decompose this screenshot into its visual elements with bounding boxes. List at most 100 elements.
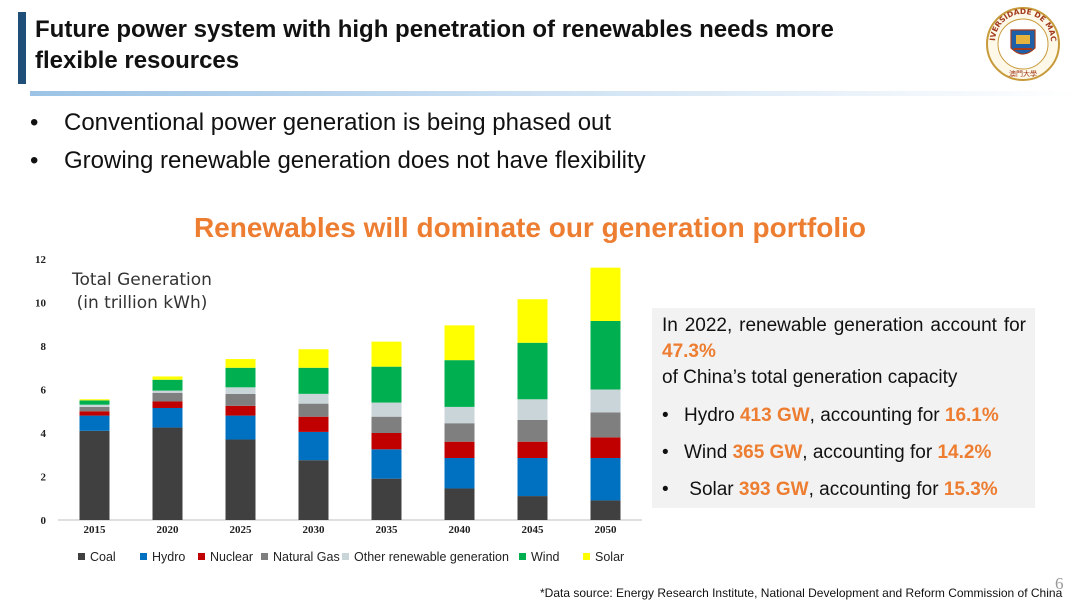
bullet-item: • Conventional power generation is being … — [30, 106, 646, 144]
bar-segment-other-renewable-generation — [517, 399, 548, 420]
bar-segment-coal — [152, 427, 183, 520]
bar-segment-nuclear — [371, 433, 402, 450]
bar-segment-hydro — [444, 458, 475, 489]
y-tick-label: 10 — [35, 298, 47, 310]
callout-bullet: • — [662, 405, 669, 426]
y-tick-label: 12 — [35, 254, 47, 266]
callout-item-name: Solar — [689, 479, 734, 500]
x-tick-label: 2015 — [84, 524, 107, 536]
bar-segment-other-renewable-generation — [444, 406, 475, 424]
y-tick-label: 0 — [41, 515, 47, 527]
callout-intro-before: In 2022, renewable generation account fo… — [662, 315, 1026, 336]
legend-swatch — [78, 553, 85, 560]
bar-segment-other-renewable-generation — [225, 387, 256, 394]
bar-segment-solar — [225, 359, 256, 368]
bar-segment-coal — [79, 430, 110, 520]
x-tick-label: 2020 — [157, 524, 180, 536]
legend-swatch — [342, 553, 349, 560]
university-logo: UNIVERSIDADE DE MACAU 澳門大學 — [984, 2, 1060, 81]
bar-segment-natural-gas — [590, 412, 621, 438]
callout-item-solar: • Solar 393 GW, accounting for 15.3% — [662, 477, 1026, 514]
callout-item-share: 15.3% — [943, 479, 998, 500]
bar-segment-solar — [79, 399, 110, 401]
bar-segment-natural-gas — [225, 393, 256, 406]
callout-item-wind: • Wind 365 GW, accounting for 14.2% — [662, 440, 1026, 477]
bar-segment-nuclear — [225, 405, 256, 416]
bar-segment-coal — [517, 496, 548, 520]
bar-segment-solar — [444, 325, 475, 361]
stacked-bar-chart: 0 2 4 6 8 10 12 2015 2020 2025 2030 2035 2040 2045 205… — [35, 254, 642, 564]
y-tick-label: 6 — [41, 385, 47, 397]
bar-segment-wind — [517, 342, 548, 400]
bar-segment-wind — [590, 320, 621, 390]
legend-swatch — [519, 553, 526, 560]
bar-segment-solar — [517, 299, 548, 343]
slide-title-line2: flexible resources — [35, 47, 240, 74]
callout-item-capacity: 413 GW — [739, 405, 810, 426]
bar-segment-natural-gas — [444, 423, 475, 442]
bar-segment-natural-gas — [371, 416, 402, 433]
callout-item-middle: , accounting for — [809, 405, 945, 426]
x-tick-label: 2025 — [230, 524, 253, 536]
bullet-item: • Growing renewable generation does not h… — [30, 144, 646, 182]
bar-segment-nuclear — [152, 401, 183, 408]
y-tick-label: 8 — [41, 341, 47, 353]
callout-item-middle: , accounting for — [802, 442, 938, 463]
legend-label: Wind — [531, 550, 560, 564]
callout-renewable-share: 47.3% — [662, 341, 716, 362]
bar-segment-coal — [225, 439, 256, 520]
x-tick-label: 2030 — [303, 524, 326, 536]
callout-bullet: • — [662, 479, 669, 500]
callout-item-capacity: 393 GW — [738, 479, 809, 500]
legend-label: Solar — [595, 550, 624, 564]
callout-item-share: 16.1% — [944, 405, 999, 426]
capacity-callout: In 2022, renewable generation account fo… — [652, 308, 1035, 508]
legend-swatch — [583, 553, 590, 560]
callout-item-capacity: 365 GW — [732, 442, 803, 463]
bar-segment-coal — [590, 500, 621, 520]
callout-item-share: 14.2% — [937, 442, 992, 463]
bar-segment-natural-gas — [298, 403, 329, 417]
slide-title-line1: Future power system with high penetratio… — [35, 16, 834, 43]
bullet-list: • Conventional power generation is being … — [30, 106, 646, 182]
logo-chinese-text: 澳門大學 — [1009, 69, 1037, 78]
callout-item-hydro: • Hydro 413 GW, accounting for 16.1% — [662, 403, 1026, 440]
callout-intro-tail: of China’s total generation capacity — [662, 365, 1026, 391]
bar-segment-hydro — [298, 431, 329, 461]
legend-label: Other renewable generation — [354, 550, 509, 564]
bar-segment-other-renewable-generation — [371, 402, 402, 417]
bar-segment-wind — [444, 360, 475, 407]
legend-swatch — [198, 553, 205, 560]
bar-segment-hydro — [590, 458, 621, 501]
legend-swatch — [140, 553, 147, 560]
bar-segment-nuclear — [444, 441, 475, 459]
bar-segment-wind — [152, 379, 183, 391]
bar-segment-natural-gas — [79, 406, 110, 412]
bar-segment-hydro — [517, 458, 548, 497]
x-tick-label: 2045 — [522, 524, 545, 536]
bar-segment-nuclear — [298, 416, 329, 432]
chart-inner-label-line1: Total Generation — [71, 270, 212, 290]
bar-segment-nuclear — [79, 411, 110, 416]
callout-item-middle: , accounting for — [808, 479, 944, 500]
header-divider — [30, 91, 1080, 96]
legend-label: Natural Gas — [273, 550, 340, 564]
callout-intro-after: of China’s total generation capacity — [662, 367, 958, 388]
bullet-dot: • — [30, 147, 39, 174]
legend-label: Hydro — [152, 550, 185, 564]
bar-segment-wind — [371, 366, 402, 403]
x-tick-label: 2050 — [595, 524, 618, 536]
legend-swatch — [261, 553, 268, 560]
y-tick-label: 4 — [41, 428, 47, 440]
callout-item-name: Hydro — [684, 405, 735, 426]
bar-segment-wind — [225, 367, 256, 388]
bar-segment-solar — [298, 349, 329, 368]
bar-segment-coal — [371, 478, 402, 520]
y-tick-label: 2 — [41, 472, 47, 484]
bar-segment-other-renewable-generation — [79, 404, 110, 407]
bar-segment-other-renewable-generation — [152, 390, 183, 393]
data-source-note: *Data source: Energy Research Institute,… — [540, 586, 1063, 600]
slide-title: Future power system with high penetratio… — [35, 14, 965, 76]
bar-segment-hydro — [152, 407, 183, 428]
title-accent-bar — [18, 12, 26, 84]
